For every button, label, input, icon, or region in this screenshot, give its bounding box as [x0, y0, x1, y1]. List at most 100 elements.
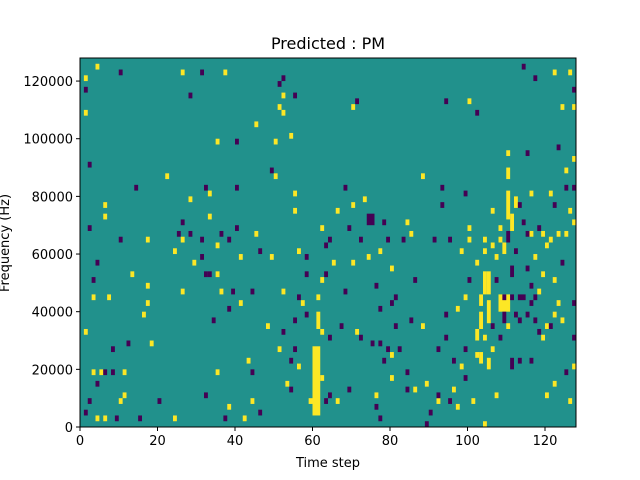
heatmap-cell-high	[390, 352, 394, 358]
heatmap-cell-low	[111, 369, 115, 376]
heatmap-cell-low	[103, 369, 108, 376]
heatmap-cell-low	[304, 311, 309, 318]
heatmap-cell-high	[552, 277, 557, 283]
heatmap-cell-high	[486, 357, 491, 370]
heatmap-cell-low	[533, 317, 538, 324]
heatmap-cell-high	[215, 369, 220, 376]
heatmap-cell-low	[525, 265, 530, 272]
heatmap-cell-low	[393, 323, 398, 329]
heatmap-cell-low	[83, 409, 88, 416]
heatmap-cell-low	[87, 225, 92, 231]
heatmap-cell-high	[537, 288, 542, 295]
heatmap-cell-low	[514, 248, 518, 255]
x-tick-label: 100	[455, 434, 480, 449]
heatmap-cell-high	[545, 242, 549, 249]
heatmap-cell-high	[300, 300, 305, 306]
heatmap-cell-high	[277, 104, 282, 110]
heatmap-cell-high	[277, 346, 282, 353]
heatmap-cell-high	[215, 271, 220, 278]
y-tick-label: 80000	[32, 190, 73, 205]
x-tick-label: 120	[533, 434, 558, 449]
heatmap-cell-high	[572, 156, 577, 162]
heatmap-cell-high	[483, 248, 487, 255]
heatmap-cell-low	[440, 202, 445, 208]
heatmap-cell-low	[494, 277, 499, 283]
heatmap-cell-high	[188, 196, 193, 203]
heatmap-cell-high	[293, 207, 298, 214]
heatmap-cell-low	[374, 282, 379, 289]
heatmap-cell-high	[142, 311, 146, 318]
heatmap-cell-low	[347, 225, 352, 231]
heatmap-cell-high	[351, 104, 356, 110]
heatmap-cell-high	[483, 421, 487, 427]
heatmap-cell-low	[386, 346, 391, 353]
heatmap-cell-high	[541, 230, 546, 237]
heatmap-cell-high	[316, 294, 321, 301]
heatmap-cell-low	[572, 300, 577, 306]
heatmap-cell-low	[521, 219, 526, 226]
heatmap-cell-high	[297, 363, 301, 370]
heatmap-cell-low	[297, 294, 301, 301]
heatmap-cell-low	[227, 236, 232, 243]
heatmap-cell-high	[149, 340, 154, 347]
heatmap-cell-low	[521, 63, 526, 70]
heatmap-cell-high	[545, 323, 549, 329]
heatmap-cell-low	[444, 311, 449, 318]
heatmap-cell-low	[444, 334, 449, 341]
heatmap-cell-low	[250, 369, 255, 376]
heatmap-cell-low	[370, 340, 375, 347]
heatmap-cell-low	[378, 340, 383, 347]
heatmap-cell-high	[293, 190, 298, 197]
heatmap-cell-low	[355, 98, 360, 105]
heatmap-cell-high	[281, 288, 286, 295]
heatmap-cell-low	[463, 190, 468, 197]
heatmap-cell-high	[320, 375, 325, 381]
heatmap-cell-high	[103, 202, 108, 208]
heatmap-cell-low	[556, 144, 561, 151]
y-tick-label: 20000	[32, 363, 73, 378]
heatmap-cell-high	[223, 69, 228, 76]
heatmap-cell-low	[366, 213, 375, 226]
heatmap-cell-low	[134, 184, 139, 191]
heatmap-cell-high	[242, 415, 247, 422]
heatmap-cell-high	[122, 369, 127, 376]
heatmap-cell-low	[517, 202, 522, 208]
heatmap-cell-high	[467, 236, 472, 243]
heatmap-cell-low	[436, 392, 441, 399]
heatmap-cell-low	[537, 328, 542, 335]
heatmap-cell-low	[475, 109, 480, 116]
heatmap-cell-low	[289, 357, 294, 364]
heatmap-cell-high	[390, 375, 394, 381]
heatmap-cell-low	[188, 230, 193, 237]
heatmap-cell-low	[382, 219, 387, 226]
heatmap-cell-low	[250, 288, 255, 295]
y-tick-label: 100000	[23, 133, 73, 148]
heatmap-cell-low	[95, 380, 100, 387]
heatmap-cell-high	[529, 230, 534, 237]
heatmap-cell-high	[173, 415, 177, 422]
heatmap-cell-low	[525, 311, 530, 318]
x-axis: 0 20 40 60 80 100 120	[76, 427, 558, 449]
heatmap-cell-high	[463, 294, 468, 301]
heatmap-cell-high	[254, 121, 259, 128]
heatmap-cell-high	[506, 190, 511, 220]
heatmap-cell-high	[207, 213, 212, 220]
heatmap-cell-low	[572, 334, 577, 341]
heatmap-cell-low	[83, 86, 88, 93]
heatmap-cell-low	[448, 236, 453, 243]
heatmap-cell-low	[401, 236, 406, 243]
heatmap-cell-low	[223, 415, 228, 422]
heatmap-cell-high	[366, 254, 371, 260]
y-tick-label: 120000	[23, 75, 73, 90]
heatmap-cell-high	[479, 352, 484, 364]
heatmap-cell-high	[227, 403, 232, 410]
heatmap-cell-high	[320, 277, 325, 283]
heatmap-cell-high	[103, 213, 108, 220]
heatmap-cell-low	[533, 75, 538, 82]
heatmap-cell-low	[118, 69, 123, 76]
heatmap-cell-low	[324, 398, 329, 404]
heatmap-cell-low	[510, 265, 515, 278]
heatmap-cell-high	[374, 392, 379, 399]
heatmap-cell-high	[320, 328, 325, 335]
heatmap-cell-high	[273, 173, 278, 180]
